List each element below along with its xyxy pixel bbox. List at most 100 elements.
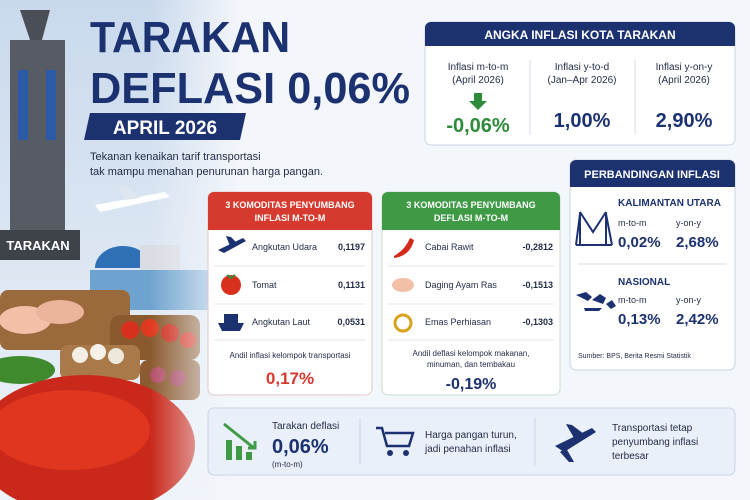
photo-circle <box>72 347 88 363</box>
panel-title: PERBANDINGAN INFLASI <box>584 169 720 181</box>
metric-value: 2,42% <box>676 311 719 328</box>
metric-value: 2,90% <box>656 110 713 132</box>
comparison-frame-path <box>576 292 616 311</box>
commodity-value: -0,2812 <box>522 242 553 252</box>
commodity-value: -0,1303 <box>522 317 553 327</box>
highlight-strip-circle <box>403 450 409 456</box>
metric-label: Inflasi m-to-m <box>448 62 509 73</box>
commodity-name: Angkutan Udara <box>252 242 317 252</box>
highlight-text: penyumbang inflasi <box>612 437 698 448</box>
card-title: INFLASI M-TO-M <box>255 213 326 223</box>
photo-path <box>95 246 151 268</box>
commodity-value: 0,0531 <box>337 317 365 327</box>
highlight-strip-path <box>223 422 257 450</box>
highlight-value: 0,06% <box>272 436 329 458</box>
inflation-panel-frame-path <box>425 22 735 46</box>
metric-label: (Jan–Apr 2026) <box>548 75 617 86</box>
photo-rect <box>0 230 80 260</box>
commodity-name: Cabai Rawit <box>425 242 474 252</box>
card-title: 3 KOMODITAS PENYUMBANG <box>225 200 354 210</box>
metric-value: 0,13% <box>618 311 661 328</box>
comparison-frame <box>569 159 736 371</box>
region-name: NASIONAL <box>618 277 670 288</box>
photo-path <box>20 10 50 40</box>
deflation-card-frame <box>381 191 561 396</box>
highlight-strip <box>207 407 736 476</box>
metric-value: 0,02% <box>618 234 661 251</box>
commodity-name: Tomat <box>252 280 277 290</box>
inflation-card-frame-path <box>218 236 246 253</box>
photo-path <box>118 185 140 200</box>
metric-label: Inflasi y-on-y <box>656 62 713 73</box>
metric-label: y-on-y <box>676 295 702 305</box>
photo-circle <box>90 344 106 360</box>
region-name: KALIMANTAN UTARA <box>618 198 721 209</box>
highlight-text: terbesar <box>612 451 649 462</box>
card-note: Andil deflasi kelompok makanan, <box>413 349 530 358</box>
comparison-frame-path <box>575 211 613 246</box>
source: Sumber: BPS, Berita Resmi Statistik <box>578 353 691 360</box>
highlight-strip-rect <box>236 446 242 460</box>
inflation-panel-frame-path <box>469 93 487 110</box>
metric-label: (April 2026) <box>658 75 710 86</box>
photo-circle <box>108 348 124 364</box>
metric-label: y-on-y <box>676 218 702 228</box>
highlight-text: Transportasi tetap <box>612 423 693 434</box>
highlight-text: jadi penahan inflasi <box>424 444 511 455</box>
subtitle: tak mampu menahan penurunan harga pangan… <box>90 166 323 178</box>
highlight-strip-circle <box>387 450 393 456</box>
highlight-text: Harga pangan turun, <box>425 430 517 441</box>
comparison-frame-rect <box>569 159 736 371</box>
deflation-card-frame-path <box>382 192 560 230</box>
card-total: -0,19% <box>446 376 497 393</box>
photo-ellipse <box>0 390 150 470</box>
photo-label: TARAKAN <box>6 238 69 253</box>
highlight-strip-rect <box>226 440 232 460</box>
metric-label: m-to-m <box>618 218 647 228</box>
inflation-card-frame <box>207 191 373 396</box>
photo-ellipse <box>36 300 84 324</box>
commodity-name: Emas Perhiasan <box>425 317 491 327</box>
card-title: 3 KOMODITAS PENYUMBANG <box>406 200 535 210</box>
commodity-name: Angkutan Laut <box>252 317 311 327</box>
inflation-card-frame-path <box>208 192 372 230</box>
commodity-value: 0,1131 <box>338 280 365 290</box>
metric-value: 2,68% <box>676 234 719 251</box>
deflation-card-frame-ellipse <box>392 278 414 292</box>
commodity-value: 0,1197 <box>338 242 365 252</box>
card-note: Andil inflasi kelompok transportasi <box>230 351 351 360</box>
title: DEFLASI 0,06% <box>90 64 410 113</box>
commodity-value: -0,1513 <box>522 280 553 290</box>
period-banner <box>84 113 246 140</box>
commodity-name: Daging Ayam Ras <box>425 280 497 290</box>
deflation-card-frame-circle <box>393 313 413 333</box>
period: APRIL 2026 <box>113 118 217 139</box>
inflation-card-frame-path <box>226 274 236 280</box>
highlight-strip-path <box>376 426 415 448</box>
panel-title: ANGKA INFLASI KOTA TARAKAN <box>484 28 675 42</box>
highlight-strip-rect <box>246 452 252 460</box>
card-title: DEFLASI M-TO-M <box>434 213 508 223</box>
highlight-text: Tarakan deflasi <box>272 421 339 432</box>
metric-label: Inflasi y-to-d <box>555 62 609 73</box>
metric-label: (April 2026) <box>452 75 504 86</box>
card-note: minuman, dan tembakau <box>427 360 515 369</box>
deflation-card-frame-path <box>394 238 414 258</box>
highlight-strip-rect <box>207 407 736 476</box>
metric-value: 1,00% <box>554 110 611 132</box>
photo-circle <box>121 321 139 339</box>
photo-rect <box>18 70 28 140</box>
title: TARAKAN <box>90 13 290 62</box>
inflation-panel-frame <box>424 21 736 146</box>
highlight-strip-path <box>555 424 596 462</box>
metric-value: -0,06% <box>446 115 510 137</box>
inflation-card-frame-circle <box>221 275 241 295</box>
inflation-card-frame-path <box>218 314 244 331</box>
subtitle: Tekanan kenaikan tarif transportasi <box>90 151 261 163</box>
photo-rect <box>46 70 56 140</box>
highlight-sub: (m-to-m) <box>272 460 303 469</box>
photo-ellipse <box>0 356 55 384</box>
card-total: 0,17% <box>266 369 314 388</box>
metric-label: m-to-m <box>618 295 647 305</box>
